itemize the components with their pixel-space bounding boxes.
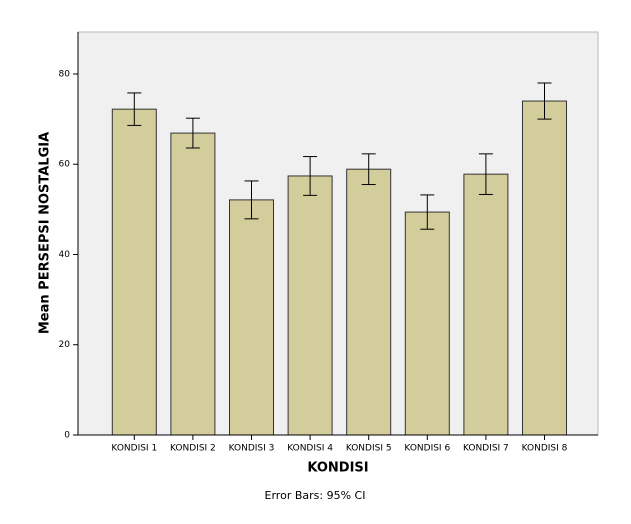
x-tick-label: KONDISI 1 [111,444,157,454]
x-tick-label: KONDISI 4 [287,444,333,454]
footnote: Error Bars: 95% CI [265,489,366,502]
bar [287,175,333,436]
bar [346,168,392,436]
y-tick-label: 0 [64,431,70,441]
bar [229,199,274,436]
bar [170,132,216,436]
bar [522,100,567,436]
x-tick-label: KONDISI 5 [346,444,392,454]
bar [463,173,509,436]
y-axis-title: Mean PERSEPSI NOSTALGIA [38,132,53,334]
x-tick-label: KONDISI 2 [170,444,216,454]
y-tick-label: 80 [59,69,71,79]
x-tick-label: KONDISI 3 [229,444,275,454]
y-tick-label: 40 [59,250,71,260]
plot-area [77,31,599,436]
x-tick-label: KONDISI 6 [404,444,450,454]
bar [111,108,157,436]
y-tick-label: 20 [59,340,71,350]
x-tick-label: KONDISI 8 [522,444,568,454]
bar [404,211,450,436]
x-axis-title: KONDISI [307,461,368,476]
x-tick-label: KONDISI 7 [463,444,509,454]
y-tick-label: 60 [59,160,71,170]
